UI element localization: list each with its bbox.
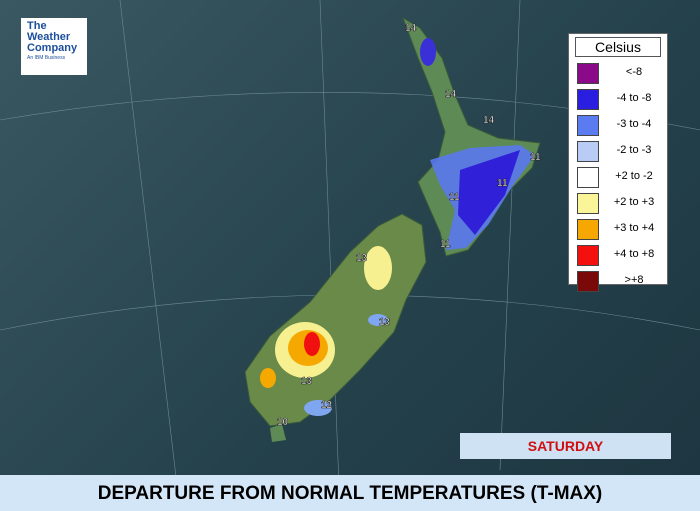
legend-item: +2 to -2 (569, 164, 667, 190)
temperature-label: 11 (440, 239, 451, 250)
legend-item: +2 to +3 (569, 190, 667, 216)
anomaly-area (368, 314, 388, 326)
grid-line (499, 0, 521, 471)
temperature-label: 14 (483, 115, 495, 126)
legend-item: -2 to -3 (569, 138, 667, 164)
legend-label: +4 to +8 (613, 248, 655, 260)
legend-label: -2 to -3 (616, 144, 652, 156)
temperature-label: 11 (497, 178, 508, 189)
temperature-label: 11 (530, 152, 541, 163)
legend-label: -4 to -8 (616, 92, 652, 104)
grid-line (119, 0, 181, 511)
legend: Celsius <-8 -4 to -8 -3 to -4 -2 to -3 +2 to… (568, 33, 668, 292)
legend-label: +2 to -2 (615, 170, 653, 182)
legend-label: +3 to +4 (613, 222, 655, 234)
legend-swatch (577, 115, 599, 136)
legend-item: <-8 (569, 60, 667, 86)
legend-swatch (577, 271, 599, 292)
south-island (244, 213, 427, 427)
temperature-label: 13 (379, 317, 391, 328)
temperature-label: 10 (277, 417, 289, 428)
legend-item: +4 to +8 (569, 242, 667, 268)
legend-title: Celsius (575, 37, 661, 57)
anomaly-area (420, 38, 436, 66)
legend-label: -3 to -4 (616, 118, 652, 130)
footer-title: DEPARTURE FROM NORMAL TEMPERATURES (T-MA… (0, 475, 700, 511)
temperature-label: 14 (445, 89, 457, 100)
temperature-label: 13 (356, 253, 368, 264)
legend-swatch (577, 89, 599, 110)
temperature-labels: 14 14 14 11 11 11 11 13 13 13 12 10 (277, 23, 542, 429)
grid-line (319, 0, 341, 511)
legend-label: +2 to +3 (613, 196, 655, 208)
legend-swatch (577, 167, 599, 188)
temperature-label: 14 (405, 23, 417, 34)
legend-swatch (577, 141, 599, 162)
logo-text: Company (27, 42, 78, 54)
logo-text: The (27, 20, 47, 32)
anomaly-area (364, 246, 392, 290)
legend-swatch (577, 193, 599, 214)
legend-swatch (577, 245, 599, 266)
anomaly-area (304, 400, 332, 416)
temperature-label: 12 (321, 400, 333, 411)
legend-item: >+8 (569, 268, 667, 294)
temperature-label: 13 (301, 376, 313, 387)
day-label: SATURDAY (460, 433, 671, 459)
legend-swatch (577, 63, 599, 84)
logo: The Weather Company An IBM Business (21, 18, 87, 75)
legend-item: -3 to -4 (569, 112, 667, 138)
anomaly-area (458, 150, 520, 235)
legend-swatch (577, 219, 599, 240)
anomaly-area (260, 368, 276, 388)
temperature-label: 11 (449, 192, 460, 203)
legend-label: >+8 (624, 274, 644, 286)
logo-text: Weather (27, 31, 71, 43)
logo-tagline: An IBM Business (27, 55, 66, 61)
legend-item: -4 to -8 (569, 86, 667, 112)
stewart-island (270, 424, 286, 442)
legend-item: +3 to +4 (569, 216, 667, 242)
legend-label: <-8 (625, 66, 643, 78)
anomaly-area (304, 332, 320, 356)
